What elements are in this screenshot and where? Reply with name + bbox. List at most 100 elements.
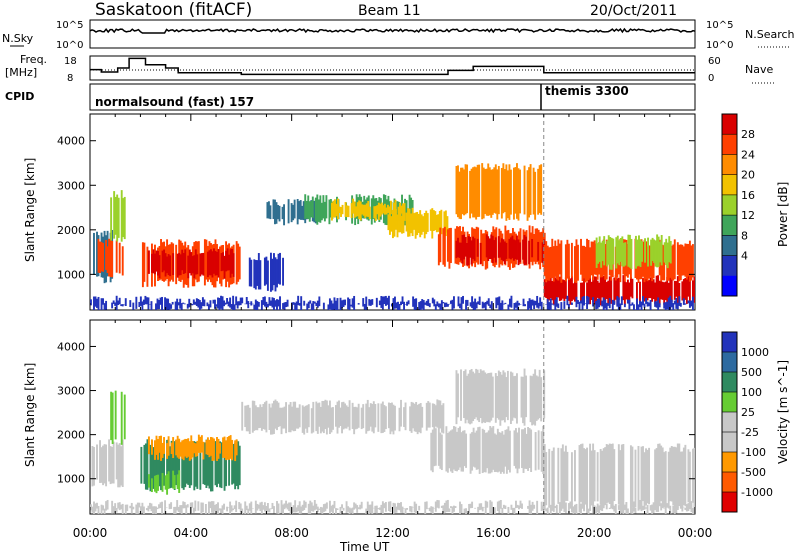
data-cell	[239, 297, 242, 306]
data-cell	[321, 400, 324, 432]
data-cell	[229, 249, 232, 278]
data-cell	[454, 228, 457, 264]
data-cell	[518, 505, 520, 510]
data-cell	[499, 499, 502, 509]
colorbar-swatch	[722, 275, 737, 297]
data-cell	[178, 440, 181, 487]
data-cell	[434, 501, 437, 512]
data-cell	[560, 302, 563, 310]
data-cell	[412, 296, 415, 307]
data-cell	[459, 501, 461, 514]
data-cell	[684, 507, 687, 510]
data-cell	[323, 201, 326, 222]
data-cell	[629, 500, 632, 514]
data-cell	[484, 372, 487, 423]
data-cell	[155, 435, 158, 455]
data-cell	[531, 501, 534, 511]
data-cell	[161, 443, 164, 484]
data-cell	[207, 304, 210, 310]
data-cell	[438, 210, 441, 235]
data-cell	[164, 297, 167, 310]
data-cell	[395, 302, 398, 309]
data-cell	[268, 508, 271, 513]
y-axis-title: Slant Range [km]	[23, 363, 37, 467]
data-cell	[646, 449, 649, 504]
colorbar-swatch	[722, 215, 737, 236]
data-cell	[170, 242, 173, 280]
data-cell	[644, 238, 646, 263]
data-cell	[333, 297, 336, 310]
colorbar-title: Velocity [m s^-1]	[776, 360, 790, 464]
data-cell	[622, 500, 625, 514]
data-cell	[370, 198, 373, 225]
data-cell	[116, 194, 119, 242]
data-cell	[586, 282, 589, 299]
beam-title: Beam 11	[358, 3, 421, 19]
data-cell	[690, 501, 693, 513]
data-cell	[310, 502, 313, 512]
data-cell	[569, 278, 572, 305]
data-cell	[132, 506, 135, 510]
data-cell	[124, 504, 127, 514]
data-cell	[283, 406, 286, 429]
colorbar-frame	[721, 113, 738, 297]
data-cell	[604, 447, 607, 506]
data-cell	[183, 502, 186, 509]
data-cell	[580, 444, 582, 502]
data-cell	[587, 277, 590, 299]
data-cell	[259, 404, 262, 428]
data-cell	[627, 234, 630, 267]
data-cell	[177, 506, 180, 512]
data-cell	[460, 369, 462, 421]
data-cell	[158, 504, 160, 509]
data-cell	[309, 500, 312, 514]
data-cell	[316, 300, 319, 308]
data-cell	[663, 452, 666, 508]
data-cell	[496, 428, 499, 473]
data-cell	[283, 302, 286, 310]
colorbar-tick-label: 25	[741, 406, 755, 419]
data-cell	[276, 501, 278, 514]
data-cell	[139, 296, 142, 306]
data-cell	[184, 445, 187, 488]
data-cell	[398, 303, 401, 310]
data-cell	[109, 446, 112, 485]
colorbar-swatch	[722, 392, 737, 413]
data-cell	[548, 278, 551, 301]
data-cell	[607, 444, 610, 503]
data-cell	[681, 281, 684, 301]
data-cell	[604, 244, 607, 280]
data-cell	[592, 443, 595, 509]
data-region-13	[543, 274, 695, 306]
data-cell	[586, 503, 589, 514]
data-cell	[415, 503, 418, 514]
data-cell	[620, 296, 623, 306]
data-cell	[156, 298, 159, 310]
data-cell	[183, 303, 186, 305]
data-cell	[102, 243, 105, 272]
data-cell	[377, 202, 380, 220]
data-cell	[436, 399, 439, 428]
data-cell	[477, 506, 480, 513]
data-cell	[132, 302, 135, 310]
data-cell	[457, 237, 459, 258]
data-cell	[139, 506, 142, 513]
data-cell	[555, 276, 558, 298]
data-cell	[159, 297, 162, 305]
data-cell	[645, 277, 647, 300]
data-cell	[147, 436, 150, 455]
data-cell	[421, 299, 424, 309]
data-cell	[442, 403, 445, 434]
data-cell	[339, 297, 342, 310]
data-cell	[622, 444, 625, 502]
data-region-4	[147, 248, 235, 279]
data-cell	[99, 440, 101, 483]
data-cell	[479, 242, 482, 265]
data-cell	[530, 232, 533, 262]
data-cell	[523, 165, 526, 215]
data-cell	[100, 241, 103, 272]
data-cell	[105, 300, 108, 310]
data-cell	[274, 199, 276, 225]
data-cell	[481, 163, 484, 220]
data-cell	[575, 239, 578, 284]
